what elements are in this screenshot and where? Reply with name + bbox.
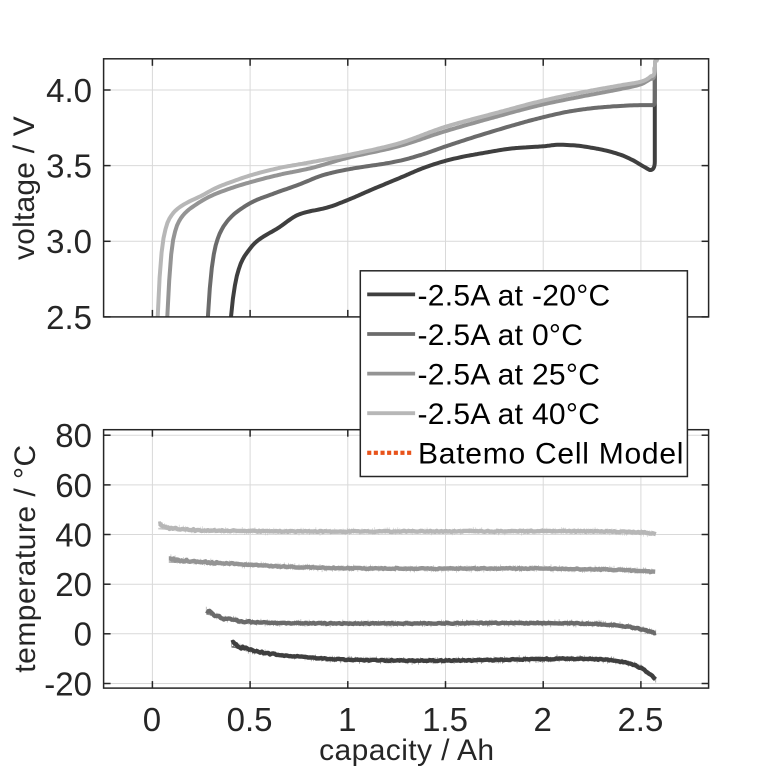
svg-text:temperature / °C: temperature / °C [9,444,42,672]
svg-text:Batemo Cell Model: Batemo Cell Model [418,438,684,471]
svg-text:-2.5A at 25°C: -2.5A at 25°C [418,359,601,392]
svg-text:-20: -20 [44,665,92,702]
svg-text:80: 80 [55,417,92,454]
svg-text:3.0: 3.0 [46,223,92,260]
svg-text:-2.5A at -20°C: -2.5A at -20°C [418,279,611,312]
svg-text:3.5: 3.5 [46,148,92,185]
svg-text:-2.5A at 40°C: -2.5A at 40°C [418,398,601,431]
svg-text:1: 1 [338,701,356,738]
svg-text:2.5: 2.5 [617,701,663,738]
svg-text:0: 0 [143,701,161,738]
svg-text:1.5: 1.5 [422,701,468,738]
svg-text:40: 40 [55,516,92,553]
svg-text:2: 2 [534,701,552,738]
svg-text:60: 60 [55,467,92,504]
svg-text:0.5: 0.5 [227,701,273,738]
svg-text:-2.5A at 0°C: -2.5A at 0°C [418,319,584,352]
svg-text:0: 0 [74,616,92,653]
svg-text:4.0: 4.0 [46,72,92,109]
svg-text:voltage / V: voltage / V [8,116,41,260]
svg-text:2.5: 2.5 [46,299,92,336]
svg-text:capacity / Ah: capacity / Ah [319,734,494,767]
svg-text:20: 20 [55,566,92,603]
